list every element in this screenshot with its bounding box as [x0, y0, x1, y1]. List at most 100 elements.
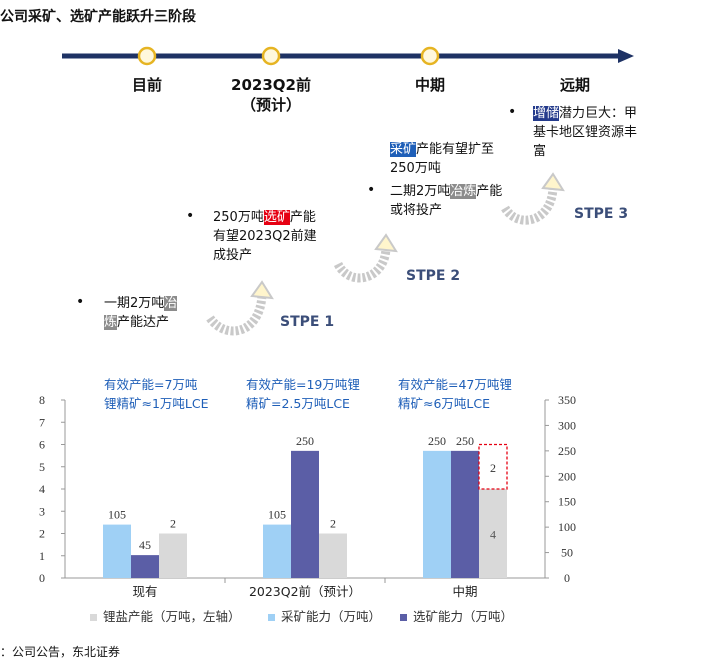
effective-note-2: 有效产能=19万吨锂 精矿=2.5万吨LCE: [246, 375, 360, 413]
bullet-dot-4: •: [367, 182, 376, 198]
bar-dressing: [131, 555, 159, 578]
bar-salt-planned: [478, 443, 508, 490]
left-tick-label: 8: [39, 393, 45, 407]
source-note: ：公司公告，东北证券: [0, 645, 121, 659]
effective-note-3-line2: 精矿≈6万吨LCE: [398, 396, 491, 411]
bullet-3-hl: 采矿: [390, 142, 417, 157]
legend-item-salt: 锂盐产能（万吨，左轴）: [90, 606, 241, 625]
timeline-node-2: [261, 46, 281, 66]
left-tick-label: 2: [39, 527, 45, 541]
bullet-2: 250万吨选矿产能有望2023Q2前建成投产: [213, 208, 318, 265]
bar-label-mining: 105: [268, 508, 286, 522]
bullet-4-pre: 二期2万吨: [390, 184, 451, 199]
bullet-1-hl2: 炼: [104, 315, 118, 330]
right-tick-label: 50: [561, 546, 573, 560]
right-tick-label: 350: [558, 393, 576, 407]
bullet-dot-1: •: [76, 294, 85, 310]
step-arrow-3: [501, 172, 565, 225]
bar-label-dressing: 250: [456, 434, 474, 448]
bullet-2-post: 产能有望2023Q2前建成投产: [213, 210, 317, 263]
left-tick-label: 3: [39, 504, 45, 518]
step-label-3: STPE 3: [574, 206, 629, 222]
bar-dressing: [451, 450, 479, 578]
left-tick-label: 5: [39, 460, 45, 474]
bar-label-salt: 2: [330, 517, 336, 531]
bullet-5-hl: 增储: [533, 106, 560, 121]
effective-note-3: 有效产能=47万吨锂 精矿≈6万吨LCE: [398, 375, 512, 413]
bar-mining: [423, 450, 451, 578]
right-tick-label: 200: [558, 469, 576, 483]
legend-swatch-mining: [268, 614, 275, 621]
bar-label-dressing: 250: [296, 434, 314, 448]
stage-label-current: 目前: [131, 76, 162, 94]
left-tick-label: 7: [39, 415, 45, 429]
legend-swatch-dressing: [400, 614, 407, 621]
bullet-1-post: 产能达产: [117, 315, 170, 330]
bullet-dot-2: •: [186, 208, 195, 224]
stage-label-mid: 中期: [414, 76, 445, 94]
timeline-node-3: [420, 46, 440, 66]
bar-mining: [263, 524, 291, 578]
bar-mining: [103, 524, 131, 578]
bar-label-dressing: 45: [139, 538, 151, 552]
figure-title: 公司采矿、选矿产能跃升三阶段: [0, 9, 196, 25]
effective-note-2-line2: 精矿=2.5万吨LCE: [246, 396, 350, 411]
bar-salt: [479, 489, 507, 578]
legend-label-mining: 采矿能力（万吨）: [281, 609, 382, 624]
category-label: 2023Q2前（预计）: [249, 584, 361, 599]
bullet-2-hl: 选矿: [263, 210, 290, 225]
bar-label-salt-planned: 2: [490, 461, 496, 475]
bar-salt: [159, 533, 187, 578]
right-tick-label: 300: [558, 418, 576, 432]
timeline-node-1: [137, 46, 157, 66]
bar-label-mining: 250: [428, 434, 446, 448]
right-tick-label: 100: [558, 520, 576, 534]
stage-label-far: 远期: [559, 76, 590, 94]
bullet-1: 一期2万吨冶 炼产能达产: [104, 294, 194, 332]
bullet-1-pre: 一期2万吨: [104, 296, 165, 311]
bar-dressing: [291, 450, 319, 578]
bar-label-salt: 4: [490, 528, 496, 542]
left-tick-label: 4: [39, 482, 45, 496]
stage-label-2023q2: 2023Q2前: [231, 76, 311, 94]
bullet-3: 采矿产能有望扩至250万吨: [390, 140, 505, 178]
effective-note-3-line1: 有效产能=47万吨锂: [398, 377, 512, 392]
bullet-dot-5: •: [508, 104, 517, 120]
effective-note-1-line2: 锂精矿≈1万吨LCE: [104, 396, 209, 411]
effective-note-2-line1: 有效产能=19万吨锂: [246, 377, 360, 392]
bullet-4-post: 产能或将投产: [390, 184, 503, 218]
right-tick-label: 150: [558, 495, 576, 509]
effective-note-1-line1: 有效产能=7万吨: [104, 377, 198, 392]
bar-label-mining: 105: [108, 508, 126, 522]
step-arrow-1: [206, 280, 274, 336]
bullet-4: 二期2万吨冶炼产能或将投产: [390, 182, 505, 220]
step-label-2: STPE 2: [406, 268, 461, 284]
effective-note-1: 有效产能=7万吨 锂精矿≈1万吨LCE: [104, 375, 209, 413]
bullet-5-post: 潜力巨大：甲基卡地区锂资源丰富: [533, 106, 638, 159]
right-tick-label: 250: [558, 444, 576, 458]
stage-label-2023q2-sub: （预计）: [240, 96, 301, 114]
timeline-arrowhead: [618, 49, 634, 63]
category-label: 中期: [452, 584, 477, 599]
bullet-2-pre: 250万吨: [213, 210, 264, 225]
bullet-3-post: 产能有望扩至250万吨: [390, 142, 495, 176]
left-tick-label: 1: [39, 549, 45, 563]
legend-swatch-salt: [90, 614, 97, 621]
bullet-1-hl: 冶: [164, 296, 178, 311]
right-tick-label: 0: [564, 571, 570, 585]
legend-label-salt: 锂盐产能（万吨，左轴）: [103, 609, 241, 624]
legend-label-dressing: 选矿能力（万吨）: [413, 609, 514, 624]
legend-item-mining: 采矿能力（万吨）: [268, 606, 381, 625]
step-label-1: STPE 1: [280, 314, 335, 330]
bullet-5: 增储潜力巨大：甲基卡地区锂资源丰富: [533, 104, 643, 161]
category-label: 现有: [132, 584, 157, 599]
bar-salt: [319, 533, 347, 578]
left-tick-label: 0: [39, 571, 45, 585]
bullet-4-hl: 冶炼: [450, 184, 477, 199]
left-tick-label: 6: [39, 438, 45, 452]
bar-label-salt: 2: [170, 517, 176, 531]
step-arrow-2: [333, 233, 398, 283]
